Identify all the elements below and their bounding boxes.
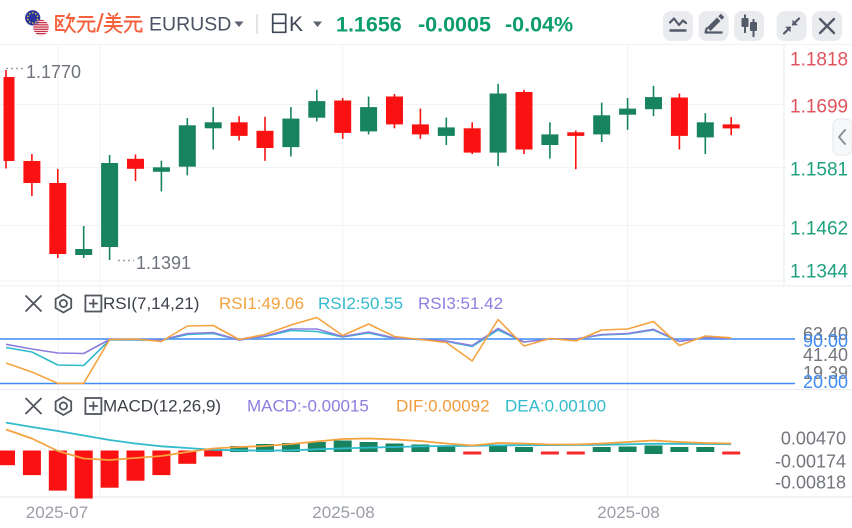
svg-text:0.00470: 0.00470 [781,429,846,449]
svg-text:63.40: 63.40 [803,324,848,344]
svg-text:19.39: 19.39 [803,363,848,383]
svg-text:2025-08: 2025-08 [312,503,374,522]
svg-text:-0.04%: -0.04% [505,13,573,37]
svg-text:41.40: 41.40 [803,345,848,365]
svg-text:MACD:-0.00015: MACD:-0.00015 [247,397,369,416]
svg-text:1.1770: 1.1770 [26,62,81,82]
svg-text:1.1462: 1.1462 [790,219,848,240]
svg-text:90.00: 90.00 [803,331,848,351]
svg-text:1.1344: 1.1344 [790,262,849,283]
svg-text:DIF:0.00092: DIF:0.00092 [396,397,490,416]
svg-text:K: K [289,13,303,36]
svg-text:1.1656: 1.1656 [336,13,402,37]
svg-text:RSI(7,14,21): RSI(7,14,21) [103,294,199,313]
svg-text:1.1818: 1.1818 [790,50,848,71]
svg-text:1.1699: 1.1699 [790,97,848,118]
svg-text:RSI3:51.42: RSI3:51.42 [418,294,503,313]
svg-text:-0.00818: -0.00818 [775,473,846,493]
svg-text:1.1581: 1.1581 [790,160,848,181]
svg-text:2025-08: 2025-08 [597,503,659,522]
svg-text:-0.00174: -0.00174 [775,452,846,472]
svg-text:2025-07: 2025-07 [26,503,88,522]
svg-text:RSI2:50.55: RSI2:50.55 [318,294,403,313]
svg-text:1.1391: 1.1391 [136,253,191,273]
svg-text:-0.0005: -0.0005 [418,13,491,37]
svg-text:DEA:0.00100: DEA:0.00100 [505,397,606,416]
svg-text:MACD(12,26,9): MACD(12,26,9) [103,397,221,416]
svg-text:20.00: 20.00 [803,372,848,392]
svg-text:EURUSD: EURUSD [149,14,231,36]
svg-text:RSI1:49.06: RSI1:49.06 [219,294,304,313]
